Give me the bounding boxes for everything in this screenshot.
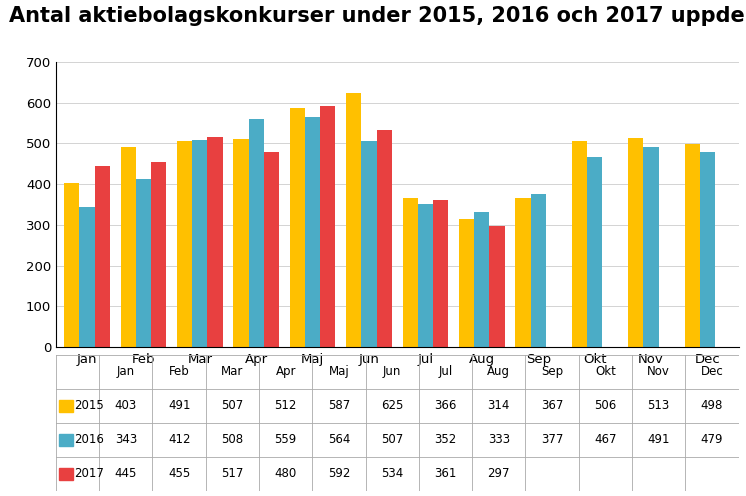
Text: 2017: 2017: [74, 468, 104, 481]
Bar: [361, 141, 377, 347]
Text: Feb: Feb: [169, 365, 189, 378]
Bar: [248, 120, 264, 347]
Text: 625: 625: [381, 399, 404, 412]
Bar: [403, 198, 418, 347]
Text: Jan: Jan: [117, 365, 135, 378]
Text: Maj: Maj: [328, 365, 349, 378]
Bar: [264, 152, 279, 347]
Bar: [530, 193, 546, 347]
Bar: [515, 198, 530, 347]
Text: Okt: Okt: [595, 365, 615, 378]
Text: 377: 377: [541, 434, 563, 446]
Text: 491: 491: [168, 399, 190, 412]
Bar: [60, 468, 73, 480]
Text: 534: 534: [381, 468, 404, 481]
Text: 455: 455: [168, 468, 190, 481]
Text: 517: 517: [222, 468, 244, 481]
Text: 366: 366: [434, 399, 457, 412]
Text: 333: 333: [488, 434, 510, 446]
Bar: [346, 93, 361, 347]
Bar: [700, 152, 715, 347]
Bar: [459, 219, 474, 347]
Text: 587: 587: [327, 399, 350, 412]
Text: 592: 592: [327, 468, 350, 481]
Bar: [572, 141, 587, 347]
Bar: [207, 136, 222, 347]
Text: 512: 512: [275, 399, 297, 412]
Text: 297: 297: [488, 468, 510, 481]
Bar: [628, 138, 644, 347]
Text: 479: 479: [700, 434, 723, 446]
Text: Mar: Mar: [222, 365, 244, 378]
Text: 506: 506: [595, 399, 616, 412]
Bar: [64, 183, 79, 347]
Text: Nov: Nov: [648, 365, 670, 378]
Bar: [433, 200, 448, 347]
Text: 352: 352: [434, 434, 457, 446]
Text: 2015: 2015: [74, 399, 104, 412]
Bar: [587, 157, 602, 347]
Bar: [377, 129, 392, 347]
Text: 507: 507: [381, 434, 404, 446]
Bar: [320, 106, 336, 347]
Bar: [136, 180, 151, 347]
Text: 513: 513: [648, 399, 670, 412]
Bar: [60, 434, 73, 446]
Text: 403: 403: [115, 399, 137, 412]
Bar: [289, 108, 305, 347]
Bar: [151, 162, 166, 347]
Bar: [305, 118, 320, 347]
Text: Antal aktiebolagskonkurser under 2015, 2016 och 2017 uppdelat per månad: Antal aktiebolagskonkurser under 2015, 2…: [9, 2, 746, 26]
Text: Sep: Sep: [541, 365, 563, 378]
Text: 491: 491: [648, 434, 670, 446]
Bar: [644, 147, 659, 347]
Bar: [60, 400, 73, 412]
Text: 412: 412: [168, 434, 190, 446]
Bar: [474, 211, 489, 347]
Bar: [685, 144, 700, 347]
Text: Dec: Dec: [700, 365, 724, 378]
Text: Jun: Jun: [383, 365, 401, 378]
Text: 2016: 2016: [74, 434, 104, 446]
Bar: [489, 226, 505, 347]
Bar: [79, 207, 95, 347]
Bar: [192, 140, 207, 347]
Text: 564: 564: [327, 434, 350, 446]
Text: 508: 508: [222, 434, 243, 446]
Text: 498: 498: [700, 399, 723, 412]
Text: 467: 467: [594, 434, 617, 446]
Text: Aug: Aug: [487, 365, 510, 378]
Bar: [233, 138, 248, 347]
Text: 445: 445: [115, 468, 137, 481]
Text: 367: 367: [541, 399, 563, 412]
Text: 343: 343: [115, 434, 137, 446]
Bar: [121, 147, 136, 347]
Text: 361: 361: [434, 468, 457, 481]
Bar: [177, 141, 192, 347]
Text: Apr: Apr: [275, 365, 296, 378]
Bar: [418, 204, 433, 347]
Text: 314: 314: [488, 399, 510, 412]
Text: 480: 480: [275, 468, 297, 481]
Text: 507: 507: [222, 399, 243, 412]
Text: 559: 559: [275, 434, 297, 446]
Text: Jul: Jul: [439, 365, 453, 378]
Bar: [95, 166, 110, 347]
